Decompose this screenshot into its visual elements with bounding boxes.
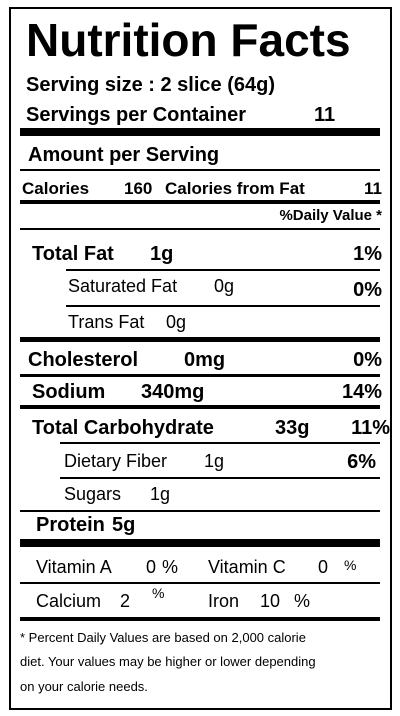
- rule: [20, 617, 380, 621]
- calories-fat-label: Calories from Fat: [165, 179, 305, 198]
- rule: [60, 442, 380, 444]
- nutrient-amount: 1g: [150, 243, 174, 265]
- nutrient-amount: 0g: [214, 276, 235, 296]
- nutrient-amount: 33g: [275, 417, 310, 439]
- vitamin-unit: %: [152, 585, 165, 601]
- vitamin-name: Vitamin C: [208, 557, 286, 577]
- rule: [20, 228, 380, 230]
- footnote-line: * Percent Daily Values are based on 2,00…: [20, 630, 306, 645]
- vitamin-value: 0: [146, 557, 157, 577]
- nutrient-dv: 6%: [347, 451, 376, 473]
- vitamin-unit: %: [294, 591, 311, 611]
- servings-value: 11: [314, 104, 336, 126]
- nutrient-dv: 0%: [353, 349, 382, 371]
- nutrient-name: Total Carbohydrate: [32, 417, 214, 439]
- nutrient-amount: 1g: [150, 484, 171, 504]
- nutrient-name: Saturated Fat: [68, 276, 178, 296]
- rule: [20, 169, 380, 171]
- rule: [60, 477, 380, 479]
- vitamin-unit: %: [162, 557, 179, 577]
- vitamin-name: Vitamin A: [36, 557, 112, 577]
- rule: [20, 374, 380, 377]
- nutrient-name: Cholesterol: [28, 349, 139, 371]
- nutrient-name: Total Fat: [32, 243, 114, 265]
- nutrient-amount: 0mg: [184, 349, 226, 371]
- vitamin-value: 2: [120, 591, 131, 611]
- serving-size: Serving size : 2 slice (64g): [26, 74, 275, 96]
- nutrient-dv: 14%: [341, 381, 382, 403]
- nutrient-name: Dietary Fiber: [64, 451, 168, 471]
- nutrient-name: Sugars: [64, 484, 122, 504]
- nutrient-name: Trans Fat: [68, 312, 145, 332]
- rule: [20, 337, 380, 342]
- title: Nutrition Facts: [26, 14, 351, 66]
- nutrient-amount: 5g: [112, 514, 136, 536]
- nutrient-amount: 1g: [204, 451, 225, 471]
- vitamin-unit: %: [344, 557, 357, 573]
- vitamin-value: 10: [260, 591, 281, 611]
- nutrient-name: Sodium: [32, 381, 106, 403]
- nutrient-amount: 0g: [166, 312, 187, 332]
- calories-value: 160: [124, 179, 153, 198]
- daily-value-header: %Daily Value *: [279, 207, 382, 224]
- nutrient-dv: 1%: [353, 243, 382, 265]
- vitamin-value: 0: [318, 557, 329, 577]
- thick-rule: [20, 128, 380, 136]
- rule: [20, 200, 380, 204]
- nutrient-name: Protein: [36, 514, 105, 536]
- footnote-line: on your calorie needs.: [20, 679, 148, 694]
- label-border: [9, 7, 392, 710]
- rule: [20, 582, 380, 584]
- nutrient-dv: 0%: [353, 279, 382, 301]
- vitamin-name: Iron: [208, 591, 240, 611]
- vitamin-name: Calcium: [36, 591, 102, 611]
- calories-label: Calories: [22, 179, 90, 198]
- nutrient-dv: 11%: [351, 417, 390, 439]
- calories-fat-value: 11: [364, 179, 382, 198]
- thick-rule: [20, 539, 380, 547]
- footnote-line: diet. Your values may be higher or lower…: [20, 654, 316, 669]
- rule: [20, 405, 380, 409]
- nutrient-amount: 340mg: [141, 381, 205, 403]
- rule: [66, 269, 380, 271]
- rule: [20, 510, 380, 512]
- servings-label: Servings per Container: [26, 104, 247, 126]
- amount-per-serving: Amount per Serving: [28, 144, 220, 166]
- rule: [66, 305, 380, 307]
